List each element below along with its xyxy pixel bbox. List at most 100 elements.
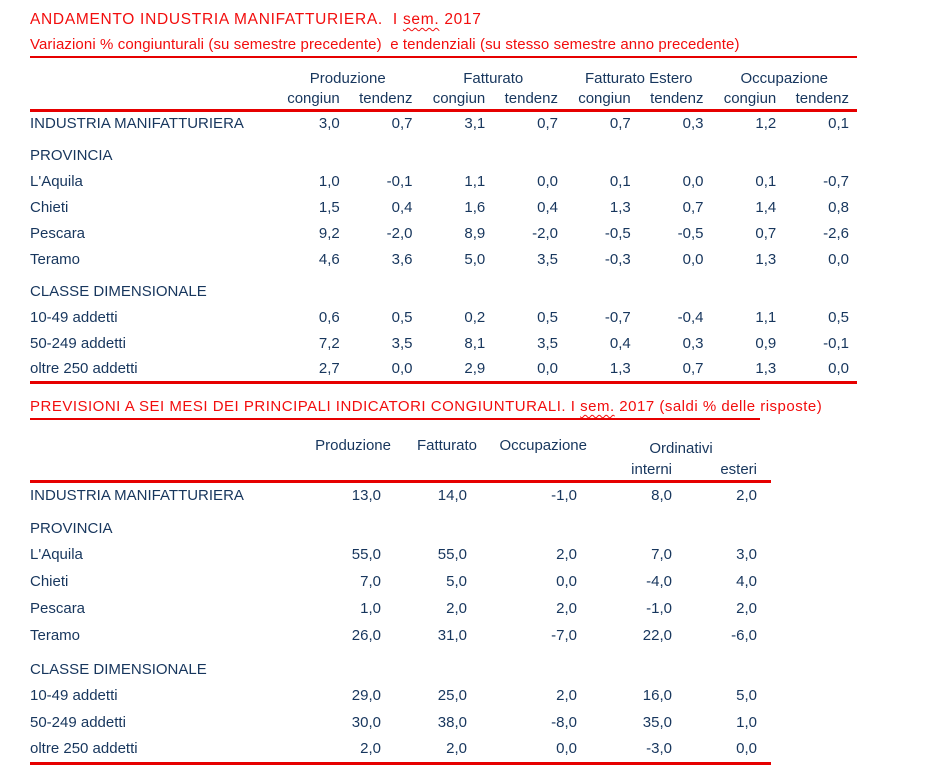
value-cell: 38,0 bbox=[437, 714, 467, 731]
value-cell: 0,4 bbox=[609, 334, 631, 352]
value-cell: 2,9 bbox=[420, 356, 494, 384]
value-cell: 3,6 bbox=[391, 250, 413, 268]
table-row: Chieti 1,5 0,4 1,6 0,4 1,3 0,7 1,4 0,8 bbox=[30, 194, 857, 220]
value-cell: 0,4 bbox=[537, 198, 558, 216]
value-cell: 0,6 bbox=[318, 308, 340, 326]
column-subheader: congiun bbox=[711, 89, 785, 112]
table-row: INDUSTRIA MANIFATTURIERA 13,0 14,0 -1,0 8,0 2… bbox=[30, 481, 771, 508]
section-label: PROVINCIA bbox=[30, 520, 113, 537]
value-cell: 0,5 bbox=[537, 308, 558, 326]
column-header-produzione: Produzione bbox=[275, 437, 395, 483]
row-label: Pescara bbox=[30, 600, 86, 617]
value-cell: 0,7 bbox=[537, 115, 558, 133]
value-cell: 0,0 bbox=[537, 172, 558, 190]
andamento-group-header-row: Produzione Fatturato Fatturato Estero Oc… bbox=[30, 68, 857, 89]
value-cell: 3,0 bbox=[318, 115, 340, 133]
value-cell: 55,0 bbox=[351, 546, 381, 563]
value-cell: 4,0 bbox=[736, 573, 758, 590]
corner-cell bbox=[30, 89, 275, 112]
value-cell: 2,7 bbox=[275, 356, 348, 384]
value-cell: 1,6 bbox=[464, 198, 486, 216]
andamento-table: Produzione Fatturato Fatturato Estero Oc… bbox=[30, 68, 857, 384]
previsioni-table: Produzione Fatturato Occupazione Ordinat… bbox=[30, 437, 772, 765]
value-cell: 3,5 bbox=[537, 250, 558, 268]
value-cell: -1,0 bbox=[646, 600, 672, 617]
value-cell: 0,5 bbox=[391, 308, 413, 326]
section2-title-period-wavy: sem. bbox=[580, 398, 615, 415]
value-cell: 5,0 bbox=[736, 687, 758, 704]
value-cell: 16,0 bbox=[642, 687, 672, 704]
section2-title: PREVISIONI A SEI MESI DEI PRINCIPALI IND… bbox=[30, 398, 823, 420]
value-cell: 0,8 bbox=[828, 198, 849, 216]
column-subheader: congiun bbox=[420, 89, 494, 112]
value-cell: -0,4 bbox=[677, 308, 704, 326]
value-cell: -2,0 bbox=[386, 224, 413, 242]
value-cell: 2,0 bbox=[275, 736, 395, 765]
value-cell: 13,0 bbox=[351, 486, 381, 504]
section2-title-tail: risposte) bbox=[760, 398, 823, 415]
value-cell: 0,7 bbox=[682, 198, 704, 216]
table-row: INDUSTRIA MANIFATTURIERA 3,0 0,7 3,1 0,7 0,7 0… bbox=[30, 110, 857, 136]
value-cell: 0,7 bbox=[755, 224, 777, 242]
table-section-row: PROVINCIA bbox=[30, 508, 771, 541]
value-cell: -0,7 bbox=[604, 308, 631, 326]
column-subheader: congiun bbox=[275, 89, 348, 112]
value-cell: 0,5 bbox=[828, 308, 849, 326]
value-cell: 2,0 bbox=[736, 600, 758, 617]
value-cell: 7,0 bbox=[360, 573, 381, 590]
section1-title-period-pre: I bbox=[382, 11, 403, 28]
value-cell: 0,4 bbox=[391, 198, 413, 216]
previsioni-subheader-row: interni esteri bbox=[30, 459, 772, 483]
column-subheader: tendenz bbox=[493, 89, 566, 112]
value-cell: 0,0 bbox=[556, 573, 577, 590]
value-cell: 14,0 bbox=[437, 486, 467, 504]
value-cell: 0,7 bbox=[609, 115, 631, 133]
value-cell: 3,1 bbox=[464, 115, 486, 133]
value-cell: 0,0 bbox=[347, 356, 421, 384]
value-cell: 2,0 bbox=[736, 486, 758, 504]
value-cell: 0,0 bbox=[784, 356, 857, 384]
row-label: 10-49 addetti bbox=[30, 308, 118, 326]
corner-cell bbox=[30, 68, 275, 89]
table-row: Chieti 7,0 5,0 0,0 -4,0 4,0 bbox=[30, 568, 771, 595]
column-subheader: tendenz bbox=[638, 89, 712, 112]
value-cell: -0,1 bbox=[823, 334, 849, 352]
column-subheader: congiun bbox=[566, 89, 639, 112]
row-label: 50-249 addetti bbox=[30, 714, 126, 731]
value-cell: 29,0 bbox=[351, 687, 381, 704]
value-cell: 7,0 bbox=[651, 546, 672, 563]
table-row: Pescara 1,0 2,0 2,0 -1,0 2,0 bbox=[30, 595, 771, 622]
row-label: oltre 250 addetti bbox=[30, 736, 275, 765]
column-header-occupazione: Occupazione bbox=[481, 437, 591, 483]
table-row: Pescara 9,2 -2,0 8,9 -2,0 -0,5 -0,5 0,7 -2,6 bbox=[30, 220, 857, 246]
value-cell: 3,5 bbox=[391, 334, 413, 352]
value-cell: 55,0 bbox=[437, 546, 467, 563]
section1-title-period-wavy: sem. bbox=[402, 11, 440, 28]
row-label: Chieti bbox=[30, 198, 69, 216]
row-label: L'Aquila bbox=[30, 172, 83, 190]
value-cell: -0,1 bbox=[386, 172, 413, 190]
table-row: 50-249 addetti 7,2 3,5 8,1 3,5 0,4 0,3 0,9 -0,1 bbox=[30, 330, 857, 356]
value-cell: 35,0 bbox=[642, 714, 672, 731]
value-cell: -3,0 bbox=[591, 736, 686, 765]
section-label: CLASSE DIMENSIONALE bbox=[30, 283, 207, 300]
section-label: PROVINCIA bbox=[30, 147, 113, 164]
table-row: Teramo 26,0 31,0 -7,0 22,0 -6,0 bbox=[30, 622, 771, 649]
value-cell: 1,1 bbox=[755, 308, 777, 326]
value-cell: -0,3 bbox=[604, 250, 631, 268]
column-group-produzione: Produzione bbox=[309, 70, 386, 87]
section1-subtitle: Variazioni % congiunturali (su semestre … bbox=[30, 36, 857, 58]
value-cell: 5,0 bbox=[446, 573, 467, 590]
value-cell: 8,1 bbox=[464, 334, 486, 352]
value-cell: 0,2 bbox=[464, 308, 486, 326]
value-cell: 0,9 bbox=[755, 334, 777, 352]
corner-cell bbox=[30, 437, 275, 459]
value-cell: 1,3 bbox=[755, 250, 777, 268]
column-group-occupazione: Occupazione bbox=[740, 70, 829, 87]
section1-title-period-post: 2017 bbox=[439, 11, 482, 28]
table-row: oltre 250 addetti 2,0 2,0 0,0 -3,0 0,0 bbox=[30, 736, 772, 765]
value-cell: 0,3 bbox=[682, 115, 704, 133]
column-subheader: tendenz bbox=[784, 89, 857, 112]
column-subheader-esteri: esteri bbox=[686, 459, 772, 483]
